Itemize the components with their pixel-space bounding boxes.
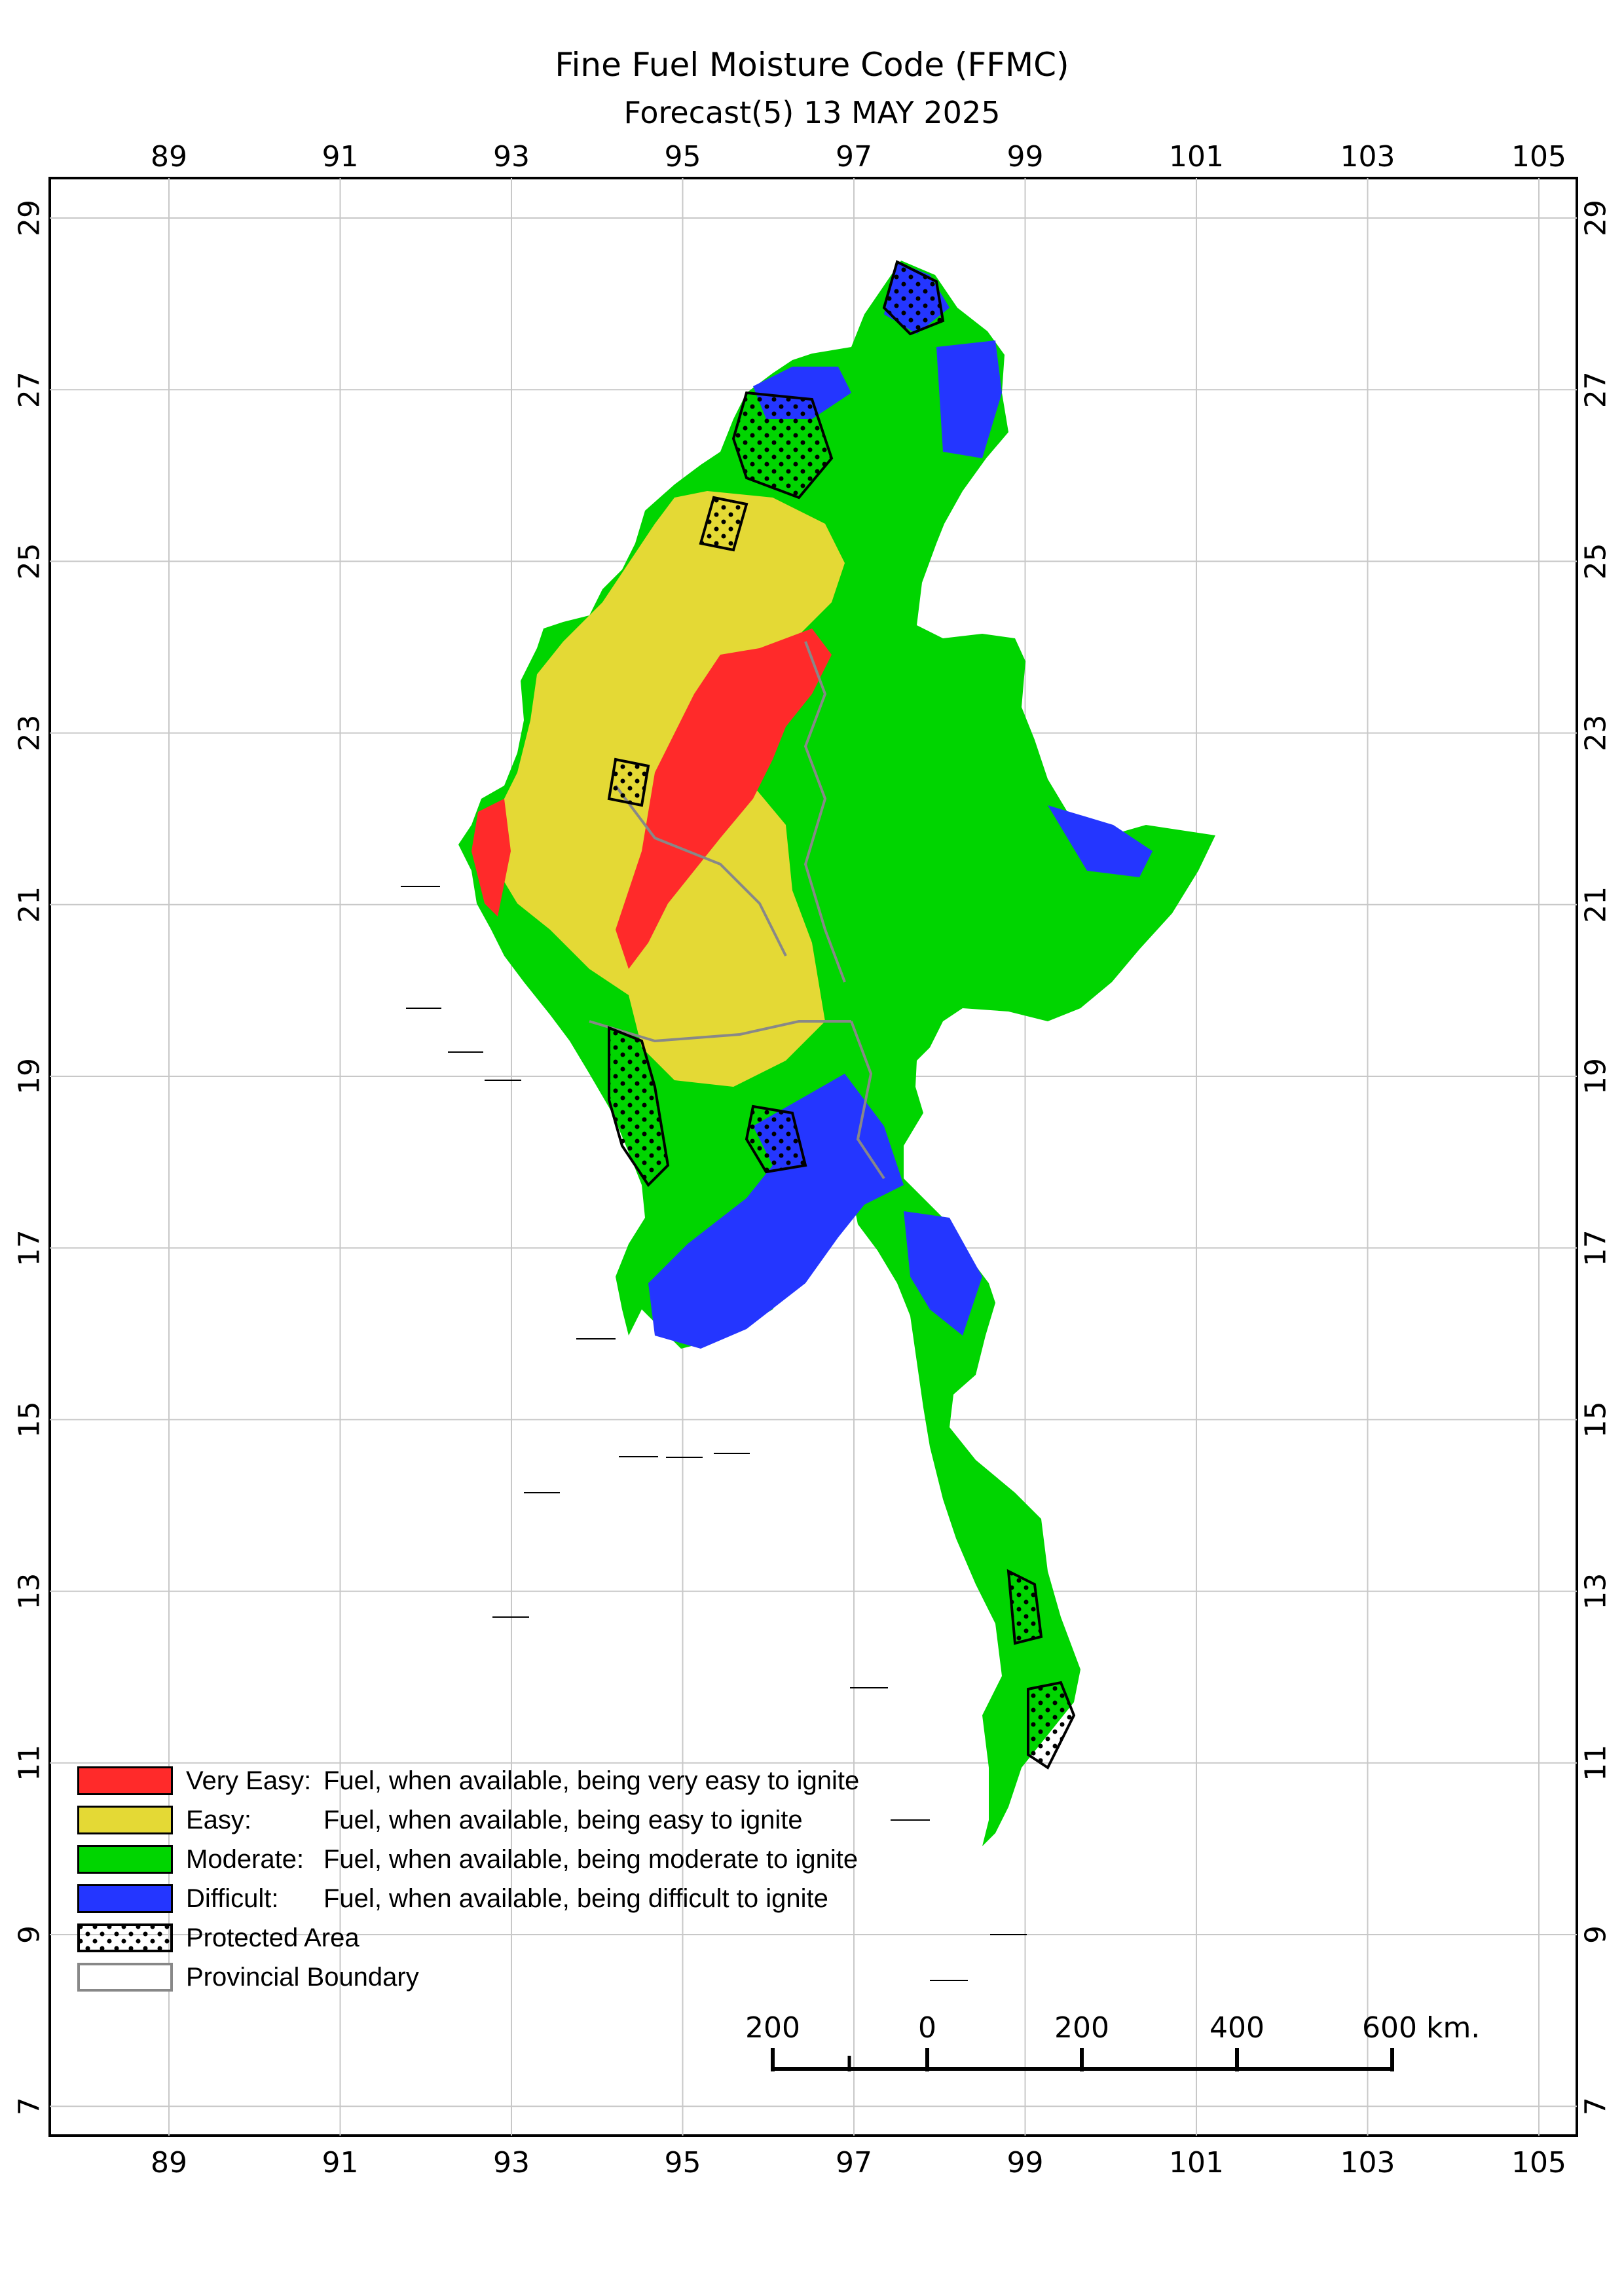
legend-swatch-very-easy [77,1766,173,1795]
legend-label: Moderate: [186,1844,304,1874]
legend-label: Easy: [186,1805,252,1834]
lat-tick-label-left: 7 [12,2097,46,2115]
region-difficult-tanintharyi [904,1211,982,1336]
legend-desc: Fuel, when available, being difficult to… [323,1884,828,1913]
legend-desc: Fuel, when available, being easy to igni… [323,1805,803,1834]
legend-row-moderate: Moderate: Fuel, when available, being mo… [77,1840,859,1879]
legend-row-easy: Easy: Fuel, when available, being easy t… [77,1800,859,1840]
lon-tick-label-top: 93 [493,140,530,173]
lon-tick-label-bottom: 105 [1511,2146,1566,2179]
lat-tick-label-right: 15 [1579,1401,1612,1438]
lat-tick-label-right: 9 [1579,1925,1612,1944]
lon-tick-label-top: 91 [322,140,359,173]
lon-tick-label-bottom: 97 [836,2146,872,2179]
lon-tick-label-top: 103 [1340,140,1395,173]
lon-tick-label-top: 97 [836,140,872,173]
lon-tick-label-top: 95 [665,140,701,173]
legend-label: Difficult: [186,1884,279,1913]
scale-bar: 200 0 200 400 600 km. [745,2011,1480,2071]
lat-tick-label-right: 25 [1579,543,1612,579]
legend-row-difficult: Difficult: Fuel, when available, being d… [77,1879,859,1918]
lat-tick-label-right: 27 [1579,371,1612,408]
region-very-easy-west [471,799,511,917]
lat-tick-label-left: 21 [12,886,46,923]
map-subtitle: Forecast(5) 13 MAY 2025 [623,95,1001,130]
lon-tick-label-top: 101 [1169,140,1224,173]
legend-desc: Fuel, when available, being moderate to … [323,1844,858,1874]
scale-label: 400 [1209,2011,1264,2045]
lon-tick-label-bottom: 89 [151,2146,187,2179]
lat-tick-label-left: 23 [12,715,46,752]
lat-tick-label-right: 23 [1579,715,1612,752]
legend-swatch-moderate [77,1845,173,1874]
lat-tick-label-right: 19 [1579,1058,1612,1095]
lat-tick-label-left: 15 [12,1401,46,1438]
map-frame-border [48,177,1578,2137]
region-very-easy [616,629,832,969]
lon-tick-label-top: 105 [1511,140,1566,173]
legend: Very Easy: Fuel, when available, being v… [77,1761,859,1997]
legend-label: Protected Area [186,1923,360,1952]
scale-label: 0 [918,2011,936,2045]
region-difficult-east [936,340,1002,458]
lat-tick-label-left: 27 [12,371,46,408]
lat-tick-label-right: 13 [1579,1573,1612,1610]
lat-tick-label-left: 29 [12,200,46,236]
lat-tick-label-right: 11 [1579,1745,1612,1781]
lon-tick-label-bottom: 91 [322,2146,359,2179]
lat-tick-label-left: 25 [12,543,46,579]
lon-tick-label-bottom: 99 [1007,2146,1044,2179]
lon-tick-label-bottom: 101 [1169,2146,1224,2179]
legend-row-boundary: Provincial Boundary [77,1958,859,1997]
region-difficult-south [648,1074,904,1349]
protected-areas [607,260,1076,1770]
legend-swatch-easy [77,1806,173,1834]
lon-tick-label-bottom: 103 [1340,2146,1395,2179]
scale-label: 600 km. [1362,2011,1480,2045]
legend-label: Very Easy: [186,1766,312,1795]
legend-desc: Fuel, when available, being very easy to… [323,1766,860,1795]
legend-row-very-easy: Very Easy: Fuel, when available, being v… [77,1761,859,1800]
lat-tick-label-right: 21 [1579,886,1612,923]
region-moderate [458,261,1215,1846]
legend-row-protected: Protected Area [77,1918,859,1958]
lat-tick-label-left: 11 [12,1745,46,1781]
scale-label: 200 [1054,2011,1109,2045]
lon-tick-label-bottom: 95 [665,2146,701,2179]
lon-tick-label-top: 99 [1007,140,1044,173]
lat-tick-label-left: 9 [12,1925,46,1944]
scale-label: 200 [745,2011,800,2045]
region-difficult-east-highlands [1048,805,1153,877]
lon-tick-label-bottom: 93 [493,2146,530,2179]
provincial-boundaries [589,641,885,1180]
lat-tick-label-left: 17 [12,1230,46,1266]
legend-swatch-difficult [77,1884,173,1913]
legend-label: Provincial Boundary [186,1962,419,1992]
legend-swatch-boundary [77,1963,173,1992]
lon-tick-label-top: 89 [151,140,187,173]
map-title: Fine Fuel Moisture Code (FFMC) [555,46,1069,84]
axis-tick-labels: 8989919193939595979799991011011031031051… [12,140,1612,2179]
coastal-island-lines [401,886,1027,1981]
lat-tick-label-left: 13 [12,1573,46,1610]
lat-tick-label-right: 7 [1579,2097,1612,2115]
legend-swatch-protected [77,1923,173,1952]
lat-tick-label-right: 29 [1579,200,1612,236]
lat-tick-label-left: 19 [12,1058,46,1095]
lat-tick-label-right: 17 [1579,1230,1612,1266]
